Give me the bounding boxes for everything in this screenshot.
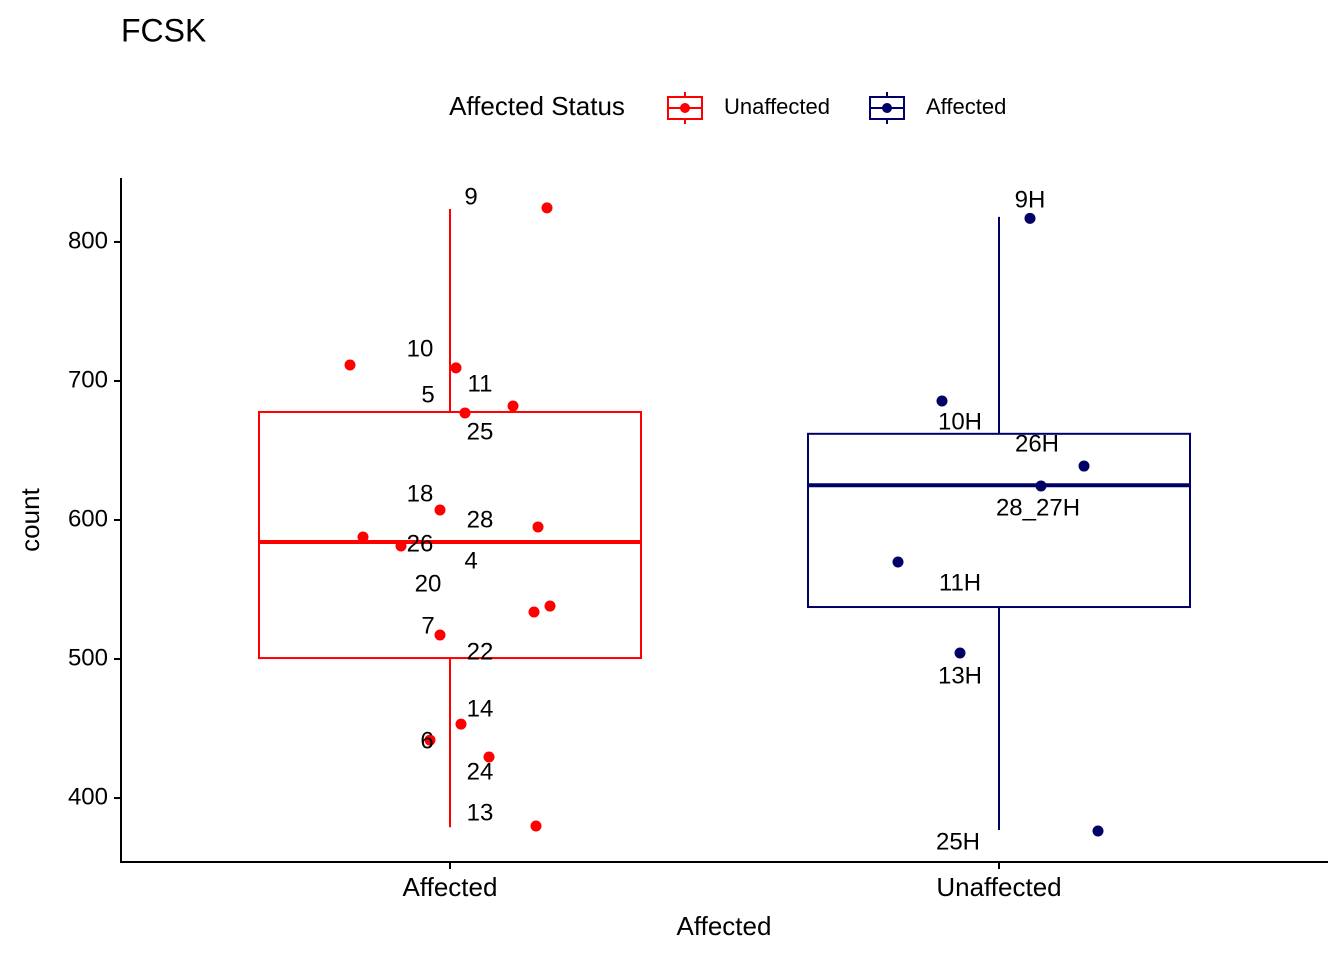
point	[528, 606, 540, 618]
point	[544, 600, 556, 612]
legend-label: Affected	[926, 94, 1006, 119]
y-tick-label: 400	[68, 783, 108, 810]
point-label: 25	[467, 418, 494, 445]
point	[507, 400, 519, 412]
point-label: 13H	[938, 662, 982, 689]
point-label: 24	[467, 758, 494, 785]
point-label: 28	[467, 506, 494, 533]
point-label: 18	[407, 480, 434, 507]
point	[450, 362, 462, 374]
point-label: 22	[467, 638, 494, 665]
point-label: 10	[407, 335, 434, 362]
point-label: 7	[421, 612, 434, 639]
y-tick-label: 600	[68, 505, 108, 532]
y-axis-label: count	[15, 487, 45, 551]
point-label: 25H	[936, 828, 980, 855]
x-tick-label: Affected	[403, 872, 498, 902]
legend-label: Unaffected	[724, 94, 830, 119]
y-tick-label: 800	[68, 227, 108, 254]
point-label: 10H	[938, 408, 982, 435]
point-label: 28_27H	[996, 494, 1080, 521]
point-label: 9	[464, 183, 477, 210]
point-label: 13	[467, 799, 494, 826]
point	[892, 556, 904, 568]
legend-key	[680, 103, 690, 113]
point-label: 26H	[1015, 430, 1059, 457]
box	[258, 410, 642, 660]
y-tick-label: 500	[68, 644, 108, 671]
point-label: 11	[468, 370, 493, 397]
point	[459, 407, 471, 419]
point	[936, 395, 948, 407]
point	[344, 359, 356, 371]
point-label: 26	[407, 530, 434, 557]
point	[530, 820, 542, 832]
point	[1024, 212, 1036, 224]
point	[357, 531, 369, 543]
chart-title: FCSK	[121, 12, 206, 48]
x-axis-label: Affected	[677, 911, 772, 941]
point	[455, 718, 467, 730]
point	[434, 629, 446, 641]
box	[807, 432, 1191, 609]
point-label: 11H	[939, 569, 981, 596]
point	[954, 647, 966, 659]
point	[532, 521, 544, 533]
point-label: 14	[467, 695, 494, 722]
point	[424, 734, 436, 746]
point-label: 9H	[1015, 186, 1046, 213]
point	[1035, 480, 1047, 492]
point	[395, 540, 407, 552]
point	[1092, 825, 1104, 837]
point	[1078, 460, 1090, 472]
point-label: 6	[420, 727, 433, 754]
y-tick-label: 700	[68, 366, 108, 393]
point-label: 20	[415, 570, 442, 597]
point	[434, 504, 446, 516]
point	[541, 202, 553, 214]
x-tick-label: Unaffected	[936, 872, 1061, 902]
point-label: 5	[421, 381, 434, 408]
point	[483, 751, 495, 763]
legend-key	[882, 103, 892, 113]
point-label: 4	[464, 547, 477, 574]
legend-title: Affected Status	[449, 91, 625, 121]
